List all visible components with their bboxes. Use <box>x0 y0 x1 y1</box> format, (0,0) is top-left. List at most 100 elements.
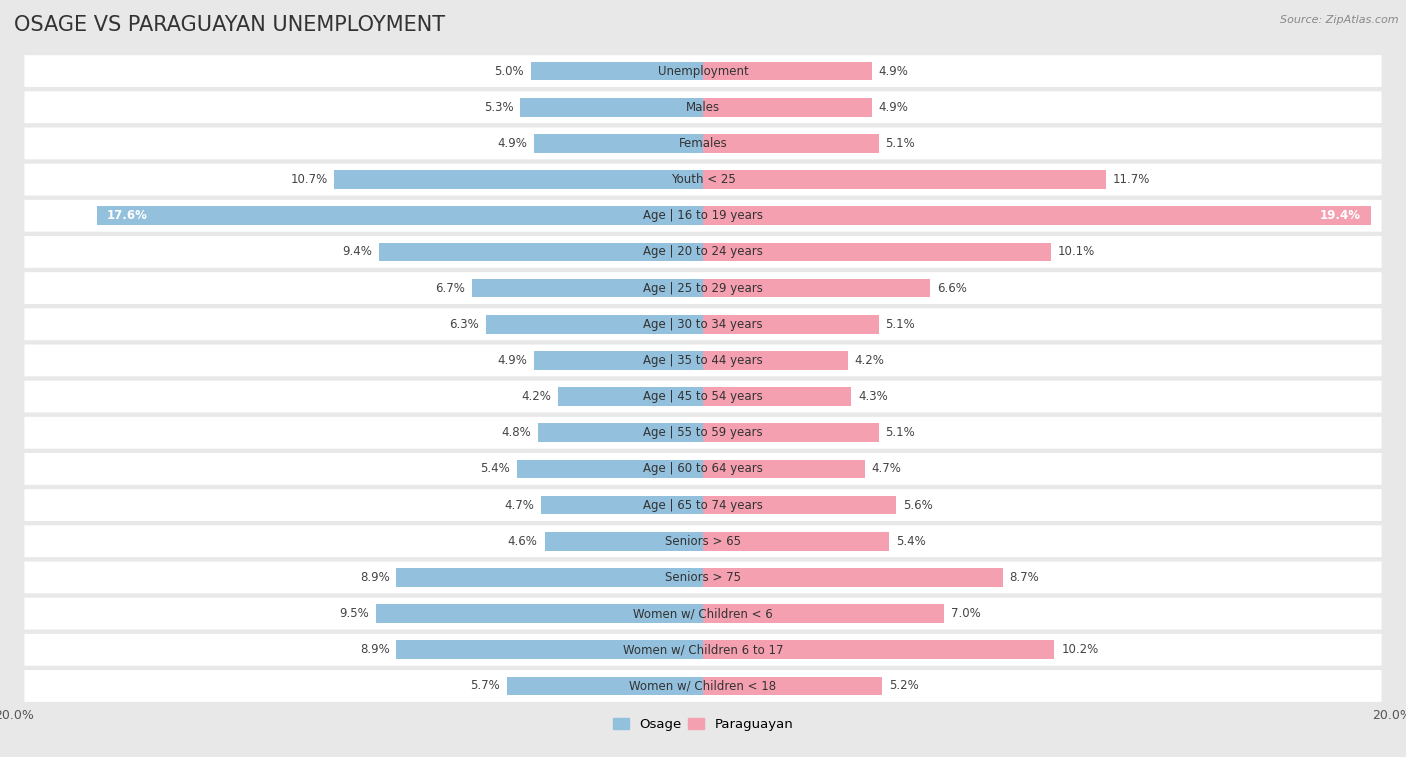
Text: Women w/ Children < 18: Women w/ Children < 18 <box>630 680 776 693</box>
Text: 4.9%: 4.9% <box>498 354 527 367</box>
Text: 10.2%: 10.2% <box>1062 643 1098 656</box>
Text: Age | 55 to 59 years: Age | 55 to 59 years <box>643 426 763 439</box>
FancyBboxPatch shape <box>24 92 1382 123</box>
Bar <box>703 423 879 442</box>
Text: 8.9%: 8.9% <box>360 643 389 656</box>
Text: Seniors > 65: Seniors > 65 <box>665 534 741 548</box>
Text: 5.1%: 5.1% <box>886 137 915 150</box>
Bar <box>335 170 703 189</box>
Text: 4.2%: 4.2% <box>522 390 551 403</box>
Text: 8.9%: 8.9% <box>360 571 389 584</box>
Text: 11.7%: 11.7% <box>1114 173 1150 186</box>
Bar <box>703 387 851 406</box>
Bar <box>396 568 703 587</box>
Bar <box>520 98 703 117</box>
FancyBboxPatch shape <box>24 236 1382 268</box>
Text: 5.7%: 5.7% <box>470 680 499 693</box>
Bar <box>703 351 848 370</box>
Bar <box>380 242 703 261</box>
Text: Unemployment: Unemployment <box>658 64 748 77</box>
Text: Age | 45 to 54 years: Age | 45 to 54 years <box>643 390 763 403</box>
Bar <box>375 604 703 623</box>
Bar <box>486 315 703 334</box>
Text: 7.0%: 7.0% <box>950 607 981 620</box>
Bar <box>703 207 1371 225</box>
Text: 9.4%: 9.4% <box>343 245 373 258</box>
FancyBboxPatch shape <box>24 273 1382 304</box>
Bar <box>703 604 945 623</box>
Text: 5.3%: 5.3% <box>484 101 513 114</box>
Bar <box>703 496 896 515</box>
Text: 4.6%: 4.6% <box>508 534 537 548</box>
Text: Seniors > 75: Seniors > 75 <box>665 571 741 584</box>
Bar <box>558 387 703 406</box>
Text: 5.4%: 5.4% <box>481 463 510 475</box>
Text: 4.2%: 4.2% <box>855 354 884 367</box>
Bar <box>541 496 703 515</box>
Bar <box>703 61 872 80</box>
Bar <box>544 532 703 550</box>
Text: 4.9%: 4.9% <box>498 137 527 150</box>
FancyBboxPatch shape <box>24 634 1382 665</box>
FancyBboxPatch shape <box>24 55 1382 87</box>
Text: 4.7%: 4.7% <box>505 499 534 512</box>
Text: 10.7%: 10.7% <box>290 173 328 186</box>
Text: Males: Males <box>686 101 720 114</box>
Bar <box>703 170 1107 189</box>
Bar <box>506 677 703 696</box>
Text: Women w/ Children < 6: Women w/ Children < 6 <box>633 607 773 620</box>
FancyBboxPatch shape <box>24 164 1382 195</box>
FancyBboxPatch shape <box>24 417 1382 449</box>
Text: 6.7%: 6.7% <box>436 282 465 294</box>
Text: Age | 16 to 19 years: Age | 16 to 19 years <box>643 209 763 223</box>
Bar <box>517 459 703 478</box>
Bar <box>703 532 889 550</box>
Text: 6.6%: 6.6% <box>938 282 967 294</box>
Text: Age | 25 to 29 years: Age | 25 to 29 years <box>643 282 763 294</box>
Text: 8.7%: 8.7% <box>1010 571 1039 584</box>
Bar <box>537 423 703 442</box>
Text: 4.7%: 4.7% <box>872 463 901 475</box>
Text: 4.9%: 4.9% <box>879 101 908 114</box>
Text: OSAGE VS PARAGUAYAN UNEMPLOYMENT: OSAGE VS PARAGUAYAN UNEMPLOYMENT <box>14 15 446 35</box>
Text: 10.1%: 10.1% <box>1057 245 1095 258</box>
FancyBboxPatch shape <box>24 308 1382 340</box>
Bar <box>703 279 931 298</box>
Bar <box>97 207 703 225</box>
FancyBboxPatch shape <box>24 453 1382 484</box>
Text: Youth < 25: Youth < 25 <box>671 173 735 186</box>
Bar <box>703 640 1054 659</box>
FancyBboxPatch shape <box>24 562 1382 593</box>
FancyBboxPatch shape <box>24 200 1382 232</box>
Bar <box>534 351 703 370</box>
Text: Age | 60 to 64 years: Age | 60 to 64 years <box>643 463 763 475</box>
FancyBboxPatch shape <box>24 670 1382 702</box>
Text: 6.3%: 6.3% <box>450 318 479 331</box>
Text: 4.3%: 4.3% <box>858 390 887 403</box>
Text: Age | 65 to 74 years: Age | 65 to 74 years <box>643 499 763 512</box>
Text: 9.5%: 9.5% <box>339 607 368 620</box>
Text: 4.8%: 4.8% <box>501 426 531 439</box>
Bar <box>703 677 882 696</box>
Text: 17.6%: 17.6% <box>107 209 148 223</box>
Text: 5.0%: 5.0% <box>495 64 524 77</box>
FancyBboxPatch shape <box>24 344 1382 376</box>
Bar <box>703 459 865 478</box>
Text: Women w/ Children 6 to 17: Women w/ Children 6 to 17 <box>623 643 783 656</box>
Text: Source: ZipAtlas.com: Source: ZipAtlas.com <box>1281 15 1399 25</box>
Text: Age | 35 to 44 years: Age | 35 to 44 years <box>643 354 763 367</box>
Text: Age | 30 to 34 years: Age | 30 to 34 years <box>643 318 763 331</box>
Text: 5.4%: 5.4% <box>896 534 925 548</box>
Bar <box>534 134 703 153</box>
Text: Females: Females <box>679 137 727 150</box>
Bar <box>703 315 879 334</box>
Text: 5.1%: 5.1% <box>886 426 915 439</box>
Bar <box>703 134 879 153</box>
Bar <box>703 568 1002 587</box>
FancyBboxPatch shape <box>24 598 1382 630</box>
Text: 5.6%: 5.6% <box>903 499 932 512</box>
Text: 19.4%: 19.4% <box>1320 209 1361 223</box>
Bar <box>531 61 703 80</box>
Text: 4.9%: 4.9% <box>879 64 908 77</box>
FancyBboxPatch shape <box>24 489 1382 521</box>
